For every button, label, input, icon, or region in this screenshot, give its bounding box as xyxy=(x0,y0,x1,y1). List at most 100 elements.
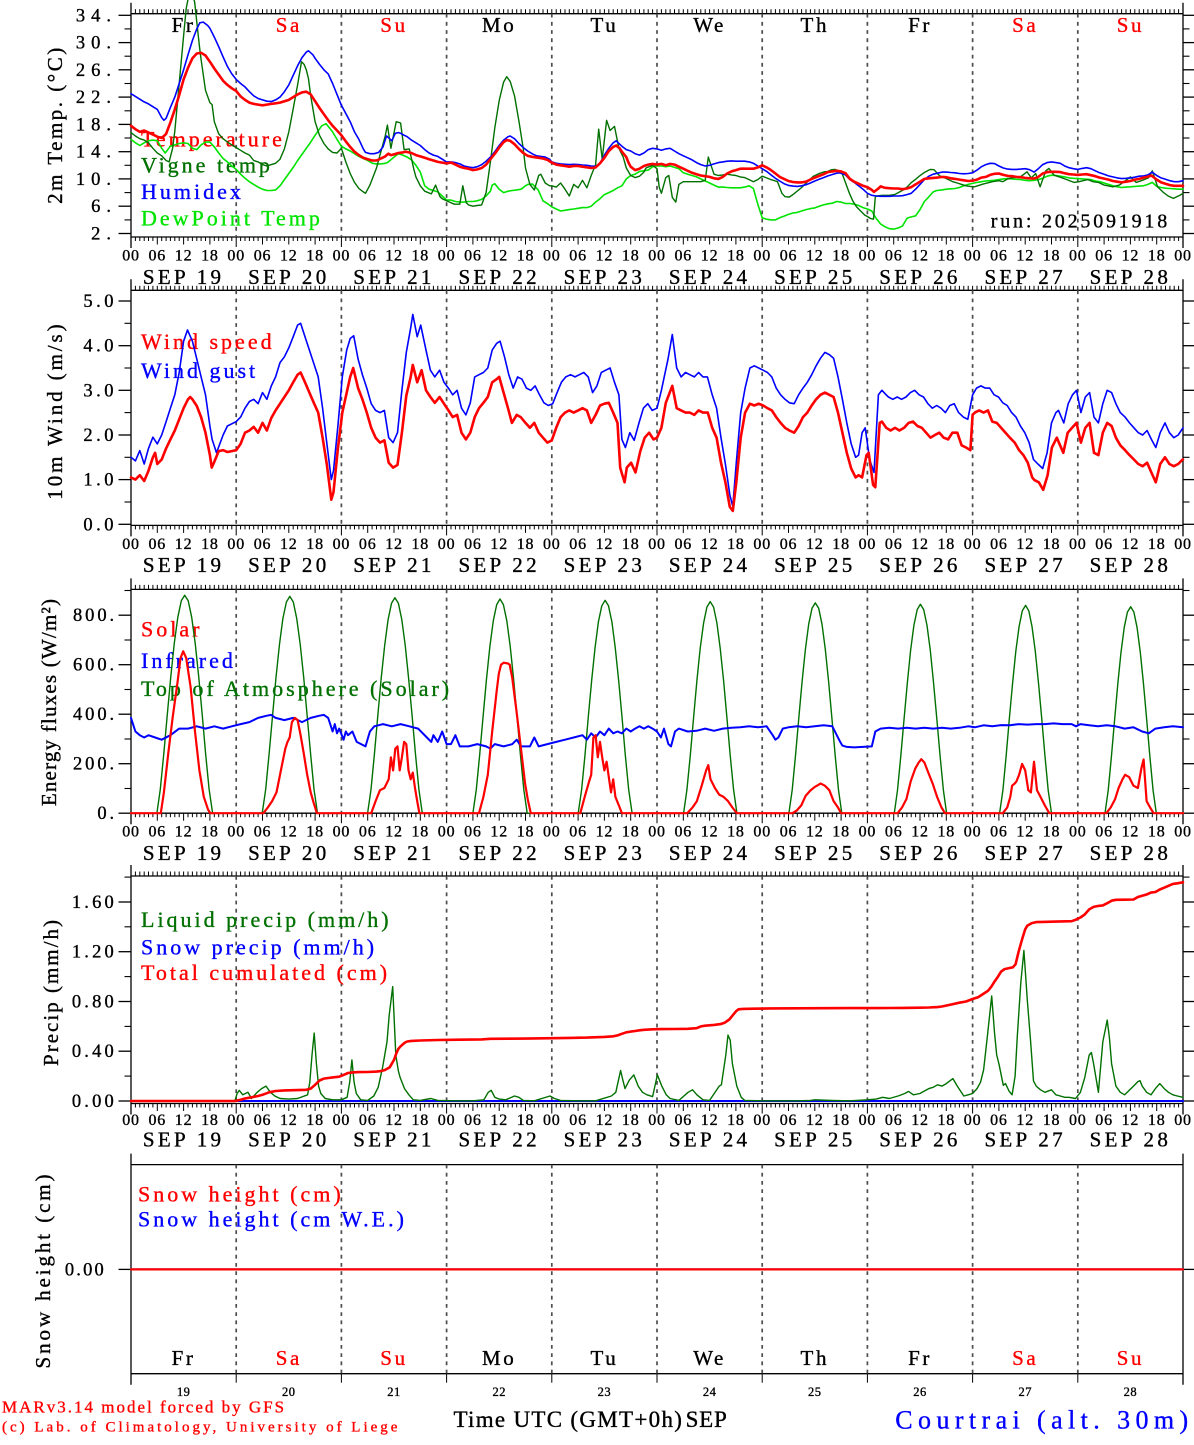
svg-text:12: 12 xyxy=(806,1112,824,1129)
svg-text:06: 06 xyxy=(569,1112,587,1129)
svg-text:06: 06 xyxy=(254,248,272,265)
svg-text:SEP 20: SEP 20 xyxy=(248,265,329,289)
svg-text:12: 12 xyxy=(280,536,298,553)
svg-text:06: 06 xyxy=(254,1112,272,1129)
svg-text:00: 00 xyxy=(1174,1112,1192,1129)
svg-text:18: 18 xyxy=(201,248,219,265)
svg-text:18: 18 xyxy=(727,536,745,553)
svg-text:00: 00 xyxy=(333,824,351,841)
svg-text:SEP 28: SEP 28 xyxy=(1090,1128,1171,1152)
svg-text:18: 18 xyxy=(1043,824,1061,841)
svg-text:00: 00 xyxy=(543,1112,561,1129)
svg-text:06: 06 xyxy=(1095,1112,1113,1129)
svg-text:12: 12 xyxy=(385,824,403,841)
svg-text:400.: 400. xyxy=(73,705,117,725)
svg-text:Total cumulated (cm): Total cumulated (cm) xyxy=(141,960,390,985)
svg-text:06: 06 xyxy=(464,1112,482,1129)
svg-text:00: 00 xyxy=(648,1112,666,1129)
svg-text:Sa: Sa xyxy=(1012,1346,1038,1370)
svg-text:06: 06 xyxy=(254,536,272,553)
svg-text:12: 12 xyxy=(175,536,193,553)
svg-text:18: 18 xyxy=(1148,1112,1166,1129)
svg-text:06: 06 xyxy=(674,1112,692,1129)
svg-text:12: 12 xyxy=(911,1112,929,1129)
svg-text:(c) Lab. of Climatology, Unive: (c) Lab. of Climatology, University of L… xyxy=(2,1420,400,1436)
svg-text:06: 06 xyxy=(359,1112,377,1129)
svg-text:12: 12 xyxy=(175,248,193,265)
svg-text:SEP 26: SEP 26 xyxy=(879,1128,960,1152)
svg-text:Mo: Mo xyxy=(482,1346,516,1370)
svg-text:6.: 6. xyxy=(91,197,117,217)
svg-text:Su: Su xyxy=(1117,1346,1144,1370)
svg-text:SEP 20: SEP 20 xyxy=(248,1128,329,1152)
svg-text:SEP: SEP xyxy=(686,1407,728,1432)
svg-text:24: 24 xyxy=(703,1385,717,1399)
svg-text:2.: 2. xyxy=(91,225,117,245)
svg-text:21: 21 xyxy=(387,1385,401,1399)
svg-text:SEP 23: SEP 23 xyxy=(564,265,645,289)
svg-text:Humidex: Humidex xyxy=(141,179,244,204)
svg-text:Vigne temp: Vigne temp xyxy=(141,153,273,178)
svg-text:18: 18 xyxy=(306,824,324,841)
svg-text:06: 06 xyxy=(674,248,692,265)
svg-text:Snow precip (mm/h): Snow precip (mm/h) xyxy=(141,934,377,959)
svg-text:00: 00 xyxy=(964,536,982,553)
svg-text:Sa: Sa xyxy=(276,1346,302,1370)
svg-text:Time UTC (GMT+0h): Time UTC (GMT+0h) xyxy=(454,1407,684,1432)
svg-text:00: 00 xyxy=(438,1112,456,1129)
svg-text:25: 25 xyxy=(808,1385,822,1399)
svg-text:SEP 21: SEP 21 xyxy=(353,1128,434,1152)
svg-text:5.0: 5.0 xyxy=(83,292,117,312)
svg-text:2.0: 2.0 xyxy=(83,426,117,446)
svg-text:12: 12 xyxy=(806,824,824,841)
svg-text:SEP 26: SEP 26 xyxy=(879,553,960,577)
svg-text:12: 12 xyxy=(280,248,298,265)
svg-text:00: 00 xyxy=(1174,824,1192,841)
svg-text:00: 00 xyxy=(227,248,245,265)
svg-text:23: 23 xyxy=(598,1385,612,1399)
svg-text:SEP 27: SEP 27 xyxy=(984,1128,1065,1152)
svg-text:06: 06 xyxy=(780,536,798,553)
svg-text:4.0: 4.0 xyxy=(83,337,117,357)
svg-text:06: 06 xyxy=(885,248,903,265)
svg-text:06: 06 xyxy=(885,536,903,553)
svg-text:SEP 22: SEP 22 xyxy=(458,841,539,865)
svg-text:18: 18 xyxy=(411,824,429,841)
svg-text:Liquid precip (mm/h): Liquid precip (mm/h) xyxy=(141,907,392,932)
svg-text:200.: 200. xyxy=(73,755,117,775)
svg-text:00: 00 xyxy=(333,248,351,265)
svg-text:12: 12 xyxy=(701,248,719,265)
svg-text:12: 12 xyxy=(490,824,508,841)
svg-text:00: 00 xyxy=(122,824,140,841)
svg-text:19: 19 xyxy=(177,1385,191,1399)
svg-text:06: 06 xyxy=(885,824,903,841)
svg-text:12: 12 xyxy=(385,1112,403,1129)
svg-text:30.: 30. xyxy=(76,34,117,54)
svg-text:00: 00 xyxy=(1174,248,1192,265)
svg-text:06: 06 xyxy=(780,1112,798,1129)
svg-text:3.0: 3.0 xyxy=(83,381,117,401)
svg-text:20: 20 xyxy=(282,1385,296,1399)
svg-text:12: 12 xyxy=(596,1112,614,1129)
svg-text:12: 12 xyxy=(596,248,614,265)
svg-text:34.: 34. xyxy=(76,6,117,26)
svg-text:00: 00 xyxy=(543,824,561,841)
svg-text:Sa: Sa xyxy=(276,13,302,37)
svg-text:06: 06 xyxy=(885,1112,903,1129)
svg-text:12: 12 xyxy=(490,248,508,265)
svg-text:12: 12 xyxy=(175,1112,193,1129)
svg-text:SEP 20: SEP 20 xyxy=(248,553,329,577)
svg-text:1.0: 1.0 xyxy=(83,471,117,491)
svg-text:06: 06 xyxy=(780,248,798,265)
svg-text:00: 00 xyxy=(1174,536,1192,553)
svg-text:18: 18 xyxy=(622,1112,640,1129)
svg-text:00: 00 xyxy=(438,536,456,553)
svg-text:00: 00 xyxy=(227,824,245,841)
svg-text:Fr: Fr xyxy=(172,1346,196,1370)
svg-text:0.00: 0.00 xyxy=(72,1092,117,1112)
svg-text:SEP 22: SEP 22 xyxy=(458,1128,539,1152)
svg-text:22.: 22. xyxy=(76,88,117,108)
svg-text:Mo: Mo xyxy=(482,13,516,37)
svg-text:06: 06 xyxy=(359,248,377,265)
svg-text:SEP 19: SEP 19 xyxy=(143,841,224,865)
